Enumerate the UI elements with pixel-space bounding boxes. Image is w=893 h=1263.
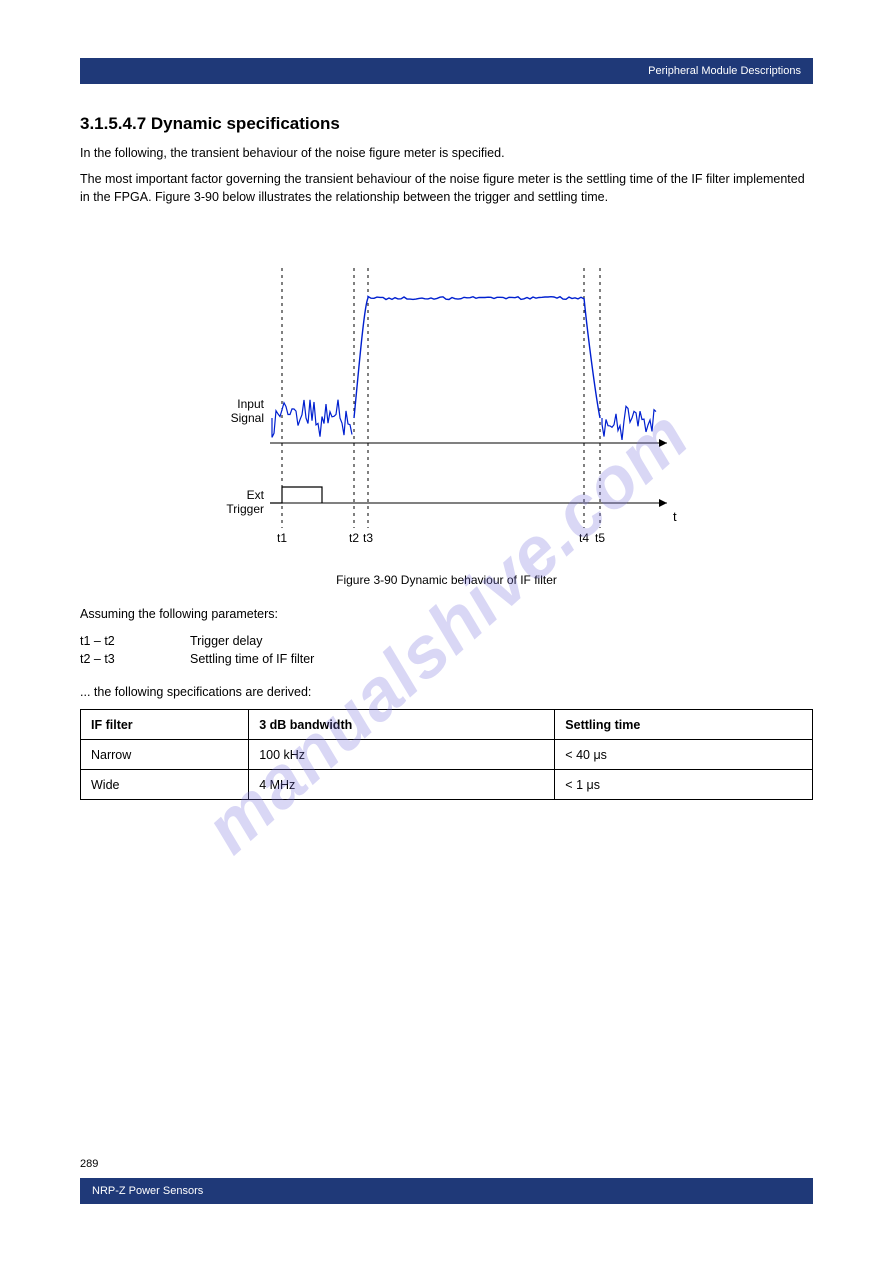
params-outro: ... the following specifications are der… <box>80 683 813 701</box>
figure-caption: Figure 3-90 Dynamic behaviour of IF filt… <box>80 573 813 587</box>
table-cell: Narrow <box>81 740 249 770</box>
table-header-row: IF filter 3 dB bandwidth Settling time <box>81 710 813 740</box>
table-cell: < 1 μs <box>555 770 813 800</box>
param-val: Settling time of IF filter <box>190 650 314 669</box>
table-row: Wide 4 MHz < 1 μs <box>81 770 813 800</box>
table-cell: 4 MHz <box>249 770 555 800</box>
param-row: t2 – t3 Settling time of IF filter <box>80 650 813 669</box>
paragraph-2: The most important factor governing the … <box>80 170 813 206</box>
figure-container: InputSignal ExtTrigger t t1 t2 t3 t4 t5 <box>80 228 813 563</box>
svg-text:Signal: Signal <box>230 411 263 425</box>
params-list: t1 – t2 Trigger delay t2 – t3 Settling t… <box>80 632 813 670</box>
param-val: Trigger delay <box>190 632 263 651</box>
param-key: t1 – t2 <box>80 632 190 651</box>
svg-text:t2: t2 <box>348 531 358 545</box>
svg-text:t3: t3 <box>362 531 372 545</box>
table-cell: Wide <box>81 770 249 800</box>
params-intro: Assuming the following parameters: <box>80 605 813 623</box>
paragraph-1: In the following, the transient behaviou… <box>80 144 813 162</box>
header-bar: Peripheral Module Descriptions <box>80 58 813 84</box>
footer-bar: NRP-Z Power Sensors <box>80 1178 813 1204</box>
svg-text:Ext: Ext <box>246 488 264 502</box>
spec-table: IF filter 3 dB bandwidth Settling time N… <box>80 709 813 800</box>
param-row: t1 – t2 Trigger delay <box>80 632 813 651</box>
param-key: t2 – t3 <box>80 650 190 669</box>
timing-diagram: InputSignal ExtTrigger t t1 t2 t3 t4 t5 <box>212 228 682 558</box>
svg-text:Trigger: Trigger <box>226 502 264 516</box>
svg-text:t5: t5 <box>594 531 604 545</box>
svg-text:t: t <box>673 509 677 524</box>
table-row: Narrow 100 kHz < 40 μs <box>81 740 813 770</box>
main-content: 3.1.5.4.7 Dynamic specifications In the … <box>80 100 813 800</box>
page-number: 289 <box>80 1158 98 1170</box>
header-right-text: Peripheral Module Descriptions <box>80 58 813 84</box>
table-cell: 100 kHz <box>249 740 555 770</box>
svg-text:Input: Input <box>237 397 264 411</box>
col-header: 3 dB bandwidth <box>249 710 555 740</box>
svg-text:t4: t4 <box>578 531 588 545</box>
table-cell: < 40 μs <box>555 740 813 770</box>
col-header: Settling time <box>555 710 813 740</box>
svg-text:t1: t1 <box>276 531 286 545</box>
footer-left-text: NRP-Z Power Sensors <box>80 1178 813 1204</box>
section-heading: 3.1.5.4.7 Dynamic specifications <box>80 114 813 134</box>
col-header: IF filter <box>81 710 249 740</box>
